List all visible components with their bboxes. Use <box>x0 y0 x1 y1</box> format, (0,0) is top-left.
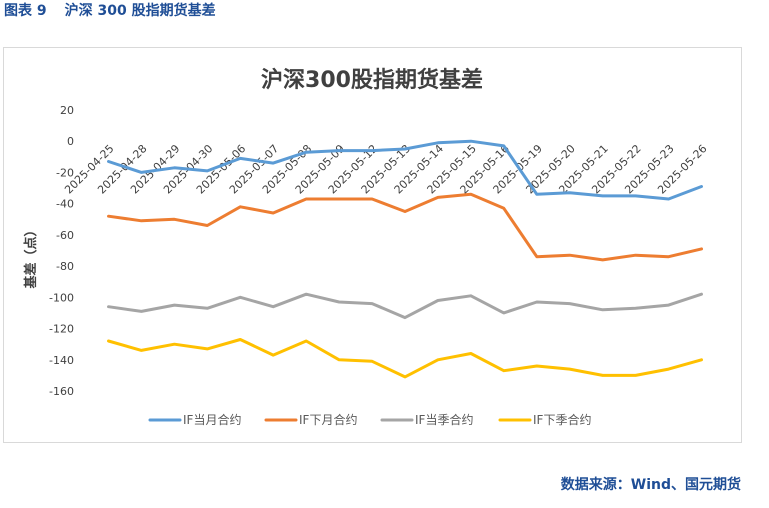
chart-frame: 沪深300股指期货基差 基差（点） 20 0 -20 -40 -60 -80 -100 -12… <box>3 47 742 443</box>
figure-label: 图表 9 <box>4 3 47 19</box>
y-tick-label: -160 <box>49 385 74 398</box>
source-note: 数据来源：Wind、国元期货 <box>560 477 741 493</box>
legend-label: IF当月合约 <box>183 412 241 427</box>
series-line-0 <box>107 139 703 201</box>
y-tick-label: 20 <box>60 104 74 117</box>
y-axis-label: 基差（点） <box>23 223 39 289</box>
figure-title: 沪深 300 股指期货基差 <box>64 3 216 19</box>
y-tick-label: -140 <box>49 354 74 367</box>
legend: IF当月合约 IF下月合约 IF当季合约 IF下季合约 <box>148 412 591 427</box>
legend-label: IF下季合约 <box>533 412 591 427</box>
y-tick-label: -20 <box>56 166 74 179</box>
series-line-2 <box>107 292 703 320</box>
y-tick-label: -60 <box>56 229 74 242</box>
figure-caption: 图表 9 沪深 300 股指期货基差 <box>4 0 216 20</box>
y-tick-label: -120 <box>49 323 74 336</box>
y-tick-label: -100 <box>49 291 74 304</box>
y-tick-label: 0 <box>67 135 74 148</box>
chart-title: 沪深300股指期货基差 <box>261 67 483 93</box>
y-tick-label: -80 <box>56 260 74 273</box>
legend-label: IF当季合约 <box>415 412 473 427</box>
y-axis-ticks: 20 0 -20 -40 -60 -80 -100 -120 -140 -160 <box>49 104 74 398</box>
basis-line-chart: 沪深300股指期货基差 基差（点） 20 0 -20 -40 -60 -80 -100 -12… <box>23 67 710 427</box>
series-lines <box>107 139 703 379</box>
series-line-3 <box>107 338 703 379</box>
series-line-1 <box>107 192 703 262</box>
legend-label: IF下月合约 <box>299 412 357 427</box>
y-tick-label: -40 <box>56 198 74 211</box>
